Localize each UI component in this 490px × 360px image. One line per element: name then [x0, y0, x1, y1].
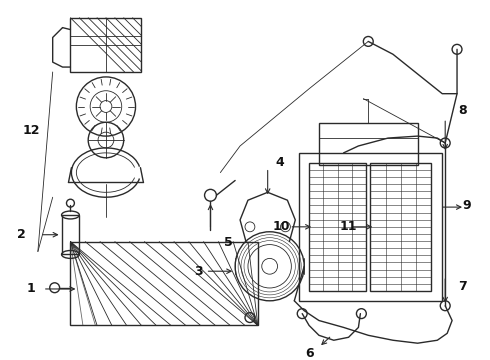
Text: 9: 9: [463, 199, 471, 212]
Bar: [370, 163, 431, 291]
Bar: [299, 153, 442, 301]
Bar: [319, 123, 417, 165]
Bar: [71, 18, 142, 72]
Text: 4: 4: [275, 156, 284, 169]
Text: 2: 2: [17, 228, 25, 241]
Text: 7: 7: [459, 279, 467, 293]
Text: 6: 6: [305, 347, 314, 360]
Bar: [62, 215, 79, 255]
Text: 5: 5: [224, 236, 233, 249]
Bar: [309, 163, 367, 291]
Text: 12: 12: [22, 124, 40, 137]
Bar: [71, 242, 258, 325]
Text: 1: 1: [26, 283, 35, 296]
Text: 10: 10: [273, 220, 290, 233]
Text: 8: 8: [459, 104, 467, 117]
Text: 11: 11: [340, 220, 357, 233]
Text: 3: 3: [195, 265, 203, 278]
